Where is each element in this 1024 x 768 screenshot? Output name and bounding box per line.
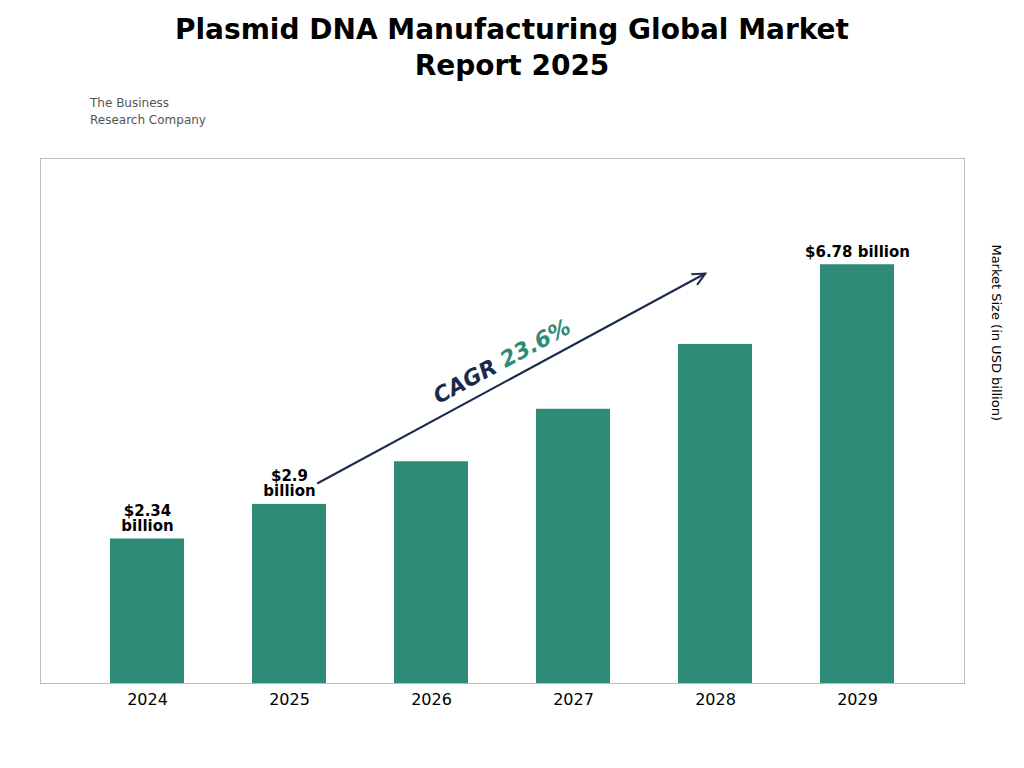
svg-text:$2.34billion: $2.34billion (121, 502, 173, 535)
svg-text:2026: 2026 (411, 690, 452, 709)
svg-text:2025: 2025 (269, 690, 310, 709)
svg-text:Market Size (in USD billion): Market Size (in USD billion) (989, 245, 1004, 422)
html-text:The Business Research Company: The Business Research Company (90, 95, 206, 127)
svg-text:2029: 2029 (837, 690, 878, 709)
svg-text:$6.78 billion: $6.78 billion (805, 243, 910, 261)
svg-text:2028: 2028 (695, 690, 736, 709)
svg-text:$2.9billion: $2.9billion (263, 468, 315, 501)
svg-text:2027: 2027 (553, 690, 594, 709)
svg-text:CAGR 23.6%: CAGR 23.6% (429, 315, 575, 409)
html-text:Plasmid DNA Manufacturing Glob: Plasmid DNA Manufacturing Global Market … (175, 13, 849, 83)
svg-text:2024: 2024 (127, 690, 168, 709)
